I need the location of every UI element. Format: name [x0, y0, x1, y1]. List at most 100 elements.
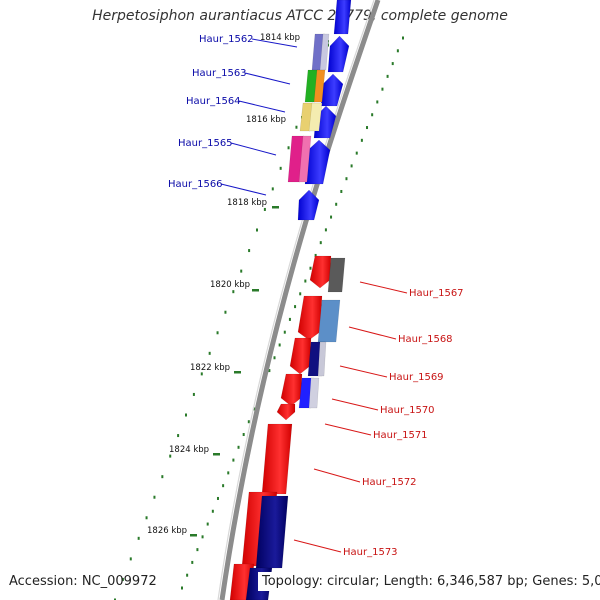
leader-line	[359, 281, 408, 294]
leader-line	[238, 100, 286, 113]
tick-dot	[227, 471, 230, 475]
tick-dot	[271, 187, 274, 191]
gene-label-haur-1569: Haur_1569	[389, 372, 444, 383]
tick-dot	[216, 496, 219, 500]
tick-dot	[200, 372, 203, 376]
reverse-gene	[276, 403, 296, 421]
map-title: Herpetosiphon aurantiacus ATCC 23779, co…	[92, 8, 508, 24]
reverse-gene	[297, 295, 323, 341]
kbp-marker: 1816 kbp	[246, 115, 286, 125]
tick-dot	[360, 138, 363, 142]
gene-label-haur-1568: Haur_1568	[398, 334, 453, 345]
tick-dot	[216, 331, 219, 335]
tick-dot	[386, 74, 389, 78]
tick-dot	[330, 215, 333, 219]
feature-band	[319, 33, 330, 71]
tick-dot	[324, 228, 327, 232]
tick-dot	[232, 458, 235, 462]
tick-dot	[211, 509, 214, 513]
tick-dot	[345, 177, 348, 181]
tick-dot	[196, 548, 199, 552]
tick-dot	[278, 343, 281, 347]
tick-dot	[295, 125, 298, 129]
tick-dot	[181, 586, 183, 590]
tick-dot	[319, 241, 322, 245]
tick-dot	[169, 454, 172, 458]
tick-dot	[396, 49, 399, 53]
leader-line	[331, 398, 379, 411]
tick-dot	[304, 279, 307, 283]
tick-dot	[248, 249, 251, 253]
feature-band	[298, 135, 312, 183]
reverse-gene	[280, 373, 303, 407]
tick-dot	[232, 290, 235, 294]
tick-dot	[309, 266, 312, 270]
kbp-marker: 1822 kbp	[190, 363, 230, 373]
forward-gene	[333, 0, 352, 35]
tick-dot	[299, 292, 302, 296]
tick-dot	[145, 516, 148, 520]
kbp-marker: 1818 kbp	[227, 198, 267, 208]
tick-dot	[268, 369, 271, 373]
tick-dot	[287, 146, 290, 150]
gene-label-haur-1573: Haur_1573	[343, 547, 398, 558]
tick-dot	[153, 495, 156, 499]
leader-line	[244, 72, 291, 85]
leader-line	[348, 326, 397, 340]
gene-label-haur-1565: Haur_1565	[178, 138, 233, 149]
forward-gene	[297, 189, 320, 221]
tick-dot	[114, 598, 116, 600]
reverse-gene	[309, 255, 332, 289]
feature-band	[308, 377, 320, 409]
accession-label: Accession: NC_009972	[9, 574, 157, 589]
tick-dot	[256, 228, 258, 232]
gene-label-haur-1567: Haur_1567	[409, 288, 464, 299]
leader-line	[339, 365, 388, 378]
tick-dot	[294, 305, 297, 309]
tick-dot	[186, 573, 189, 577]
gene-label-haur-1572: Haur_1572	[362, 477, 417, 488]
feature-band	[327, 257, 346, 293]
major-tick	[252, 289, 259, 292]
tick-dot	[283, 330, 286, 334]
leader-line	[251, 38, 298, 48]
kbp-marker: 1824 kbp	[169, 445, 209, 455]
leader-line	[220, 183, 267, 196]
tick-dot	[224, 310, 227, 314]
gene-label-haur-1563: Haur_1563	[192, 68, 247, 79]
tick-dot	[185, 413, 187, 417]
gene-label-haur-1562: Haur_1562	[199, 34, 254, 45]
feature-band	[317, 299, 341, 343]
tick-dot	[366, 126, 369, 130]
leader-line	[313, 468, 361, 483]
tick-dot	[391, 62, 394, 66]
tick-dot	[288, 317, 291, 321]
tick-dot	[121, 577, 124, 581]
genome-summary: Topology: circular; Length: 6,346,587 bp…	[258, 572, 600, 591]
labels: 1814 kbp 1816 kbp 1818 kbp 1820 kbp 1822 kbp…	[147, 33, 464, 558]
tick-dot	[381, 87, 384, 91]
tick-dot	[192, 392, 195, 396]
major-tick	[272, 206, 279, 209]
tick-dot	[279, 166, 282, 170]
feature-band	[255, 495, 289, 569]
tick-dot	[208, 351, 211, 355]
tick-dot	[350, 164, 353, 168]
feature-blocks	[229, 0, 352, 600]
tick-dot	[355, 151, 358, 155]
gene-label-haur-1566: Haur_1566	[168, 179, 223, 190]
tick-dot	[402, 36, 404, 40]
leader-line	[230, 142, 277, 156]
tick-dot	[340, 189, 343, 193]
forward-gene	[327, 35, 350, 73]
tick-dot	[335, 202, 338, 206]
reverse-gene	[261, 423, 293, 495]
gene-label-haur-1571: Haur_1571	[373, 430, 428, 441]
major-tick	[234, 371, 241, 374]
tick-dot	[247, 420, 250, 424]
tick-dot	[240, 269, 243, 273]
gene-label-haur-1564: Haur_1564	[186, 96, 241, 107]
tick-dot	[371, 113, 374, 117]
tick-dot	[137, 536, 140, 540]
